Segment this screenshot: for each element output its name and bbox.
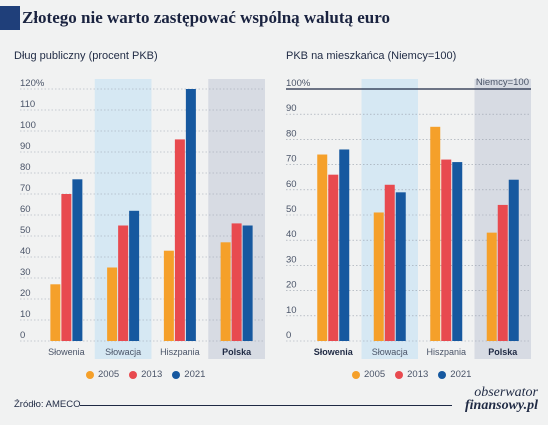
bar-2021-Hiszpania <box>452 162 463 341</box>
y-tick-label: 30 <box>20 267 31 278</box>
y-tick-label: 100 <box>20 120 36 131</box>
legend-item-2005: 2005 <box>352 369 385 380</box>
legend-item-2005: 2005 <box>86 369 119 380</box>
y-tick-label: 100% <box>286 78 311 89</box>
category-label: Słowenia <box>314 347 354 357</box>
y-tick-label: 80 <box>286 128 297 139</box>
bar-2021-Słowenia <box>339 149 350 341</box>
title-block: Złotego nie warto zastępować wspólną wal… <box>0 6 390 30</box>
bar-2021-Polska <box>508 179 519 341</box>
legend-dot-2005 <box>86 370 94 379</box>
bar-2013-Polska <box>497 204 508 341</box>
y-tick-label: 80 <box>20 162 31 173</box>
y-tick-label: 0 <box>286 330 291 341</box>
category-label: Polska <box>222 347 252 357</box>
y-tick-label: 60 <box>286 179 297 190</box>
y-tick-label: 20 <box>286 280 297 291</box>
bar-2013-Słowacja <box>384 184 395 341</box>
left-chart-title: Dług publiczny (procent PKB) <box>14 50 158 62</box>
y-tick-label: 90 <box>286 103 297 114</box>
brand-line2: finansowy.pl <box>465 398 538 413</box>
bar-2005-Słowacja <box>373 212 384 341</box>
y-tick-label: 70 <box>20 183 31 194</box>
y-tick-label: 10 <box>286 305 297 316</box>
bar-2005-Hiszpania <box>430 126 441 341</box>
bar-2021-Słowenia <box>72 179 83 341</box>
source-note: Źródło: AMECO <box>14 399 81 410</box>
left-legend: 2005 2013 2021 <box>86 369 205 380</box>
y-tick-label: 30 <box>286 254 297 265</box>
bar-2013-Hiszpania <box>174 139 185 341</box>
y-tick-label: 40 <box>286 229 297 240</box>
legend-item-2021: 2021 <box>438 369 471 380</box>
right-legend: 2005 2013 2021 <box>352 369 471 380</box>
bar-2005-Polska <box>220 242 231 341</box>
legend-dot-2005 <box>352 370 360 379</box>
legend-item-2021: 2021 <box>172 369 205 380</box>
title-accent-bar <box>0 6 20 30</box>
y-tick-label: 10 <box>20 309 31 320</box>
bar-2013-Hiszpania <box>441 159 452 341</box>
right-chart-title: PKB na mieszkańca (Niemcy=100) <box>286 50 457 62</box>
y-tick-label: 70 <box>286 154 297 165</box>
legend-dot-2021 <box>172 370 181 379</box>
y-tick-label: 110 <box>20 99 35 110</box>
legend-item-2013: 2013 <box>395 369 428 380</box>
y-tick-label: 120% <box>20 78 45 89</box>
y-tick-label: 60 <box>20 204 31 215</box>
legend-dot-2013 <box>395 370 404 379</box>
page-title: Złotego nie warto zastępować wspólną wal… <box>22 8 390 27</box>
bar-2005-Słowacja <box>107 267 118 341</box>
legend-dot-2013 <box>129 370 138 379</box>
category-label: Hiszpania <box>160 347 200 357</box>
category-label: Słowacja <box>372 347 408 357</box>
y-tick-label: 40 <box>20 246 31 257</box>
y-tick-label: 90 <box>20 141 31 152</box>
y-tick-label: 50 <box>20 225 31 236</box>
category-label: Hiszpania <box>426 347 466 357</box>
bar-2021-Słowacja <box>129 210 140 341</box>
legend-dot-2021 <box>438 370 447 379</box>
bar-2013-Słowenia <box>328 174 339 341</box>
y-tick-label: 20 <box>20 288 31 299</box>
bar-2013-Słowenia <box>61 194 72 341</box>
bar-2013-Słowacja <box>118 225 129 341</box>
legend-item-2013: 2013 <box>129 369 162 380</box>
brand-line1: obserwator <box>474 385 538 400</box>
source-divider <box>80 405 452 406</box>
bar-2021-Polska <box>242 225 253 341</box>
bar-2005-Słowenia <box>317 154 328 341</box>
y-tick-label: 50 <box>286 204 297 215</box>
category-label: Słowacja <box>105 347 141 357</box>
bar-2005-Słowenia <box>50 284 61 341</box>
category-label: Polska <box>488 347 518 357</box>
bar-2005-Hiszpania <box>163 250 174 341</box>
bar-2021-Słowacja <box>395 192 406 341</box>
bar-2021-Hiszpania <box>185 89 196 341</box>
brand-logo: obserwator finansowy.pl <box>465 385 538 413</box>
y-tick-label: 0 <box>20 330 25 341</box>
reference-line-label: Niemcy=100 <box>476 77 529 88</box>
bar-2013-Polska <box>231 223 242 341</box>
category-label: Słowenia <box>48 347 85 357</box>
bar-2005-Polska <box>486 232 497 341</box>
